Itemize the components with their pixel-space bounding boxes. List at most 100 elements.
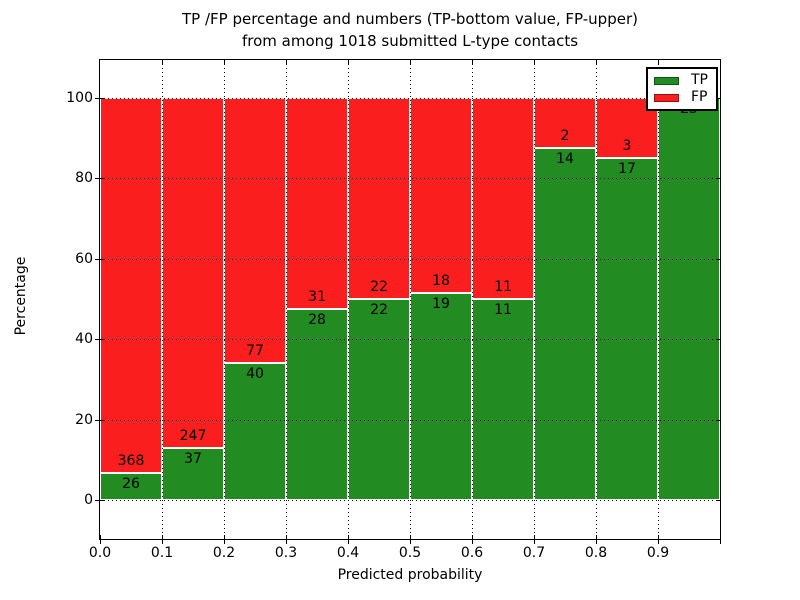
legend-entry-fp: FP <box>654 90 710 105</box>
bar-segment-tp <box>658 98 720 500</box>
y-axis-label: Percentage <box>13 256 29 336</box>
gridline-v <box>596 60 597 539</box>
x-tick-top <box>658 61 659 65</box>
x-tick <box>720 535 721 544</box>
x-tick-top <box>224 61 225 65</box>
bar-segment-tp <box>162 447 224 500</box>
x-tick-label: 0.6 <box>460 545 484 561</box>
bar-segment-tp <box>596 158 658 500</box>
x-axis-label: Predicted probability <box>337 567 483 583</box>
gridline-v <box>534 60 535 539</box>
x-tick-label: 0.0 <box>88 545 112 561</box>
x-tick-top <box>286 61 287 65</box>
x-tick <box>224 535 225 544</box>
y-tick-label: 0 <box>84 492 93 508</box>
x-tick-label: 0.7 <box>522 545 546 561</box>
bar-label-tp: 40 <box>246 365 264 382</box>
y-tick-label: 40 <box>75 331 93 348</box>
x-tick <box>658 535 659 544</box>
tp-color-swatch <box>654 76 679 85</box>
chart-title-line2: from among 1018 submitted L-type contact… <box>241 32 579 50</box>
bar-label-fp: 368 <box>117 453 145 470</box>
bar-segment-fp <box>472 98 534 299</box>
y-tick <box>95 258 104 260</box>
y-tick <box>95 419 104 421</box>
y-tick <box>95 98 104 99</box>
x-tick-top <box>348 61 349 65</box>
bar-label-fp: 2 <box>560 128 570 145</box>
bar-segment-fp <box>100 98 162 474</box>
bar-label-fp: 11 <box>494 279 512 295</box>
legend-label-tp: TP <box>691 72 708 88</box>
x-tick-label: 0.1 <box>150 545 174 561</box>
bar-segment-tp <box>286 309 348 500</box>
bar-label-fp: 31 <box>308 289 326 306</box>
x-tick <box>286 535 287 544</box>
legend-entry-tp: TP <box>654 73 710 88</box>
x-tick-top <box>162 61 163 65</box>
bar-label-fp: 22 <box>370 279 388 295</box>
x-tick <box>348 535 349 544</box>
gridline-v <box>224 60 225 539</box>
chart-title: TP /FP percentage and numbers (TP-bottom… <box>100 8 720 52</box>
x-tick <box>410 535 411 544</box>
bar-segment-tp <box>100 473 162 500</box>
y-tick-right <box>716 500 720 501</box>
x-tick-top <box>472 61 473 65</box>
y-tick <box>95 500 104 501</box>
bar-segment-tp <box>472 299 534 500</box>
x-tick-label: 0.2 <box>212 545 236 561</box>
gridline-v <box>658 60 659 539</box>
bar-label-tp: 22 <box>370 302 388 318</box>
x-tick <box>534 535 535 544</box>
x-tick-top <box>410 61 411 65</box>
y-tick-right <box>716 339 720 341</box>
bar-segment-fp <box>410 98 472 294</box>
x-tick <box>596 535 597 544</box>
x-tick-label: 0.4 <box>336 545 360 561</box>
bar-label-fp: 3 <box>622 138 632 155</box>
bar-label-tp: 37 <box>184 450 202 467</box>
x-tick-top <box>534 61 535 65</box>
bar-label-fp: 247 <box>179 427 207 444</box>
gridline-v <box>286 60 287 539</box>
x-tick-label: 0.9 <box>646 545 670 561</box>
bar-label-tp: 28 <box>308 312 326 329</box>
y-tick-right <box>716 98 720 99</box>
y-tick <box>95 178 104 180</box>
y-tick-label: 100 <box>66 90 93 106</box>
bar-label-tp: 14 <box>556 151 574 168</box>
y-tick <box>95 339 104 341</box>
y-tick-label: 20 <box>75 411 93 428</box>
bar-label-tp: 26 <box>122 476 140 493</box>
y-tick-right <box>716 258 720 260</box>
x-tick-label: 0.3 <box>274 545 298 561</box>
gridline-v <box>348 60 349 539</box>
x-tick <box>100 535 101 544</box>
bar-segment-fp <box>286 98 348 310</box>
bar-label-tp: 17 <box>618 161 636 178</box>
gridline-v <box>472 60 473 539</box>
gridline-v <box>162 60 163 539</box>
y-tick-label: 60 <box>75 250 93 267</box>
bar-segment-fp <box>162 98 224 448</box>
x-tick <box>162 535 163 544</box>
bar-label-fp: 18 <box>432 273 450 290</box>
x-tick-label: 0.5 <box>398 545 422 561</box>
y-tick-label: 80 <box>75 170 93 187</box>
y-tick-right <box>716 419 720 421</box>
bar-segment-tp <box>348 299 410 500</box>
chart-title-line1: TP /FP percentage and numbers (TP-bottom… <box>182 10 638 28</box>
bar-segment-tp <box>224 362 286 500</box>
bar-segment-fp <box>348 98 410 299</box>
x-tick-label: 0.8 <box>584 545 608 561</box>
plot-area: 26368372474077283122221918111114217325 <box>99 59 721 540</box>
bar-label-tp: 11 <box>494 302 512 318</box>
bar-segment-fp <box>224 98 286 363</box>
gridline-v <box>410 60 411 539</box>
fp-color-swatch <box>654 93 679 102</box>
legend-label-fp: FP <box>691 89 708 105</box>
bar-label-fp: 77 <box>246 342 264 359</box>
x-tick-top <box>596 61 597 65</box>
